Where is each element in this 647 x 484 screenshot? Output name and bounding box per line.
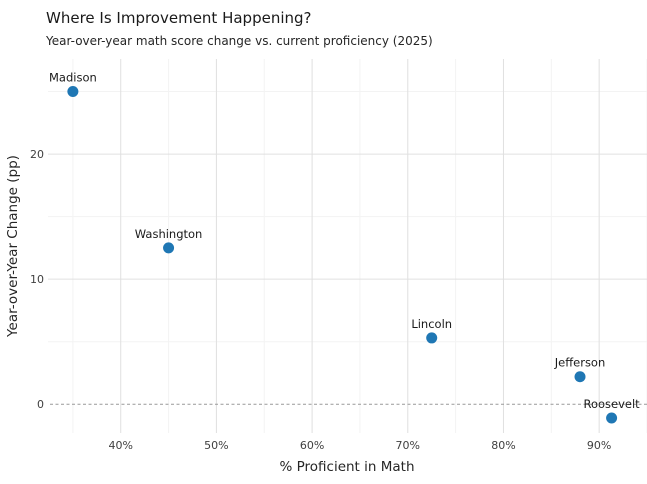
data-point-label-lincoln: Lincoln: [411, 317, 452, 331]
x-tick-label: 80%: [491, 439, 515, 452]
x-tick-labels: 40% 50% 60% 70% 80% 90%: [108, 439, 611, 452]
chart-subtitle: Year-over-year math score change vs. cur…: [45, 34, 433, 48]
data-point-label-jefferson: Jefferson: [554, 356, 606, 370]
data-point-label-roosevelt: Roosevelt: [583, 397, 640, 411]
x-tick-label: 60%: [300, 439, 324, 452]
data-point-lincoln: [426, 332, 438, 344]
data-points: [67, 86, 618, 424]
y-tick-label: 10: [30, 273, 44, 286]
data-point-washington: [163, 242, 175, 254]
data-point-labels: Madison Washington Lincoln Jefferson Rooseve…: [49, 71, 640, 411]
x-tick-label: 50%: [204, 439, 228, 452]
x-tick-label: 70%: [396, 439, 420, 452]
data-point-madison: [67, 86, 79, 98]
y-axis-label: Year-over-Year Change (pp): [5, 155, 21, 338]
x-axis-label: % Proficient in Math: [279, 459, 414, 475]
data-point-roosevelt: [606, 412, 618, 424]
y-tick-label: 20: [30, 148, 44, 161]
x-tick-label: 90%: [587, 439, 611, 452]
major-gridlines: [48, 59, 647, 433]
y-tick-label: 0: [37, 398, 44, 411]
data-point-label-madison: Madison: [49, 71, 97, 85]
x-tick-label: 40%: [108, 439, 132, 452]
chart-title: Where Is Improvement Happening?: [46, 9, 312, 27]
minor-gridlines: [48, 59, 647, 433]
data-point-jefferson: [574, 371, 586, 383]
y-tick-labels: 0 10 20: [30, 148, 44, 411]
data-point-label-washington: Washington: [135, 227, 203, 241]
